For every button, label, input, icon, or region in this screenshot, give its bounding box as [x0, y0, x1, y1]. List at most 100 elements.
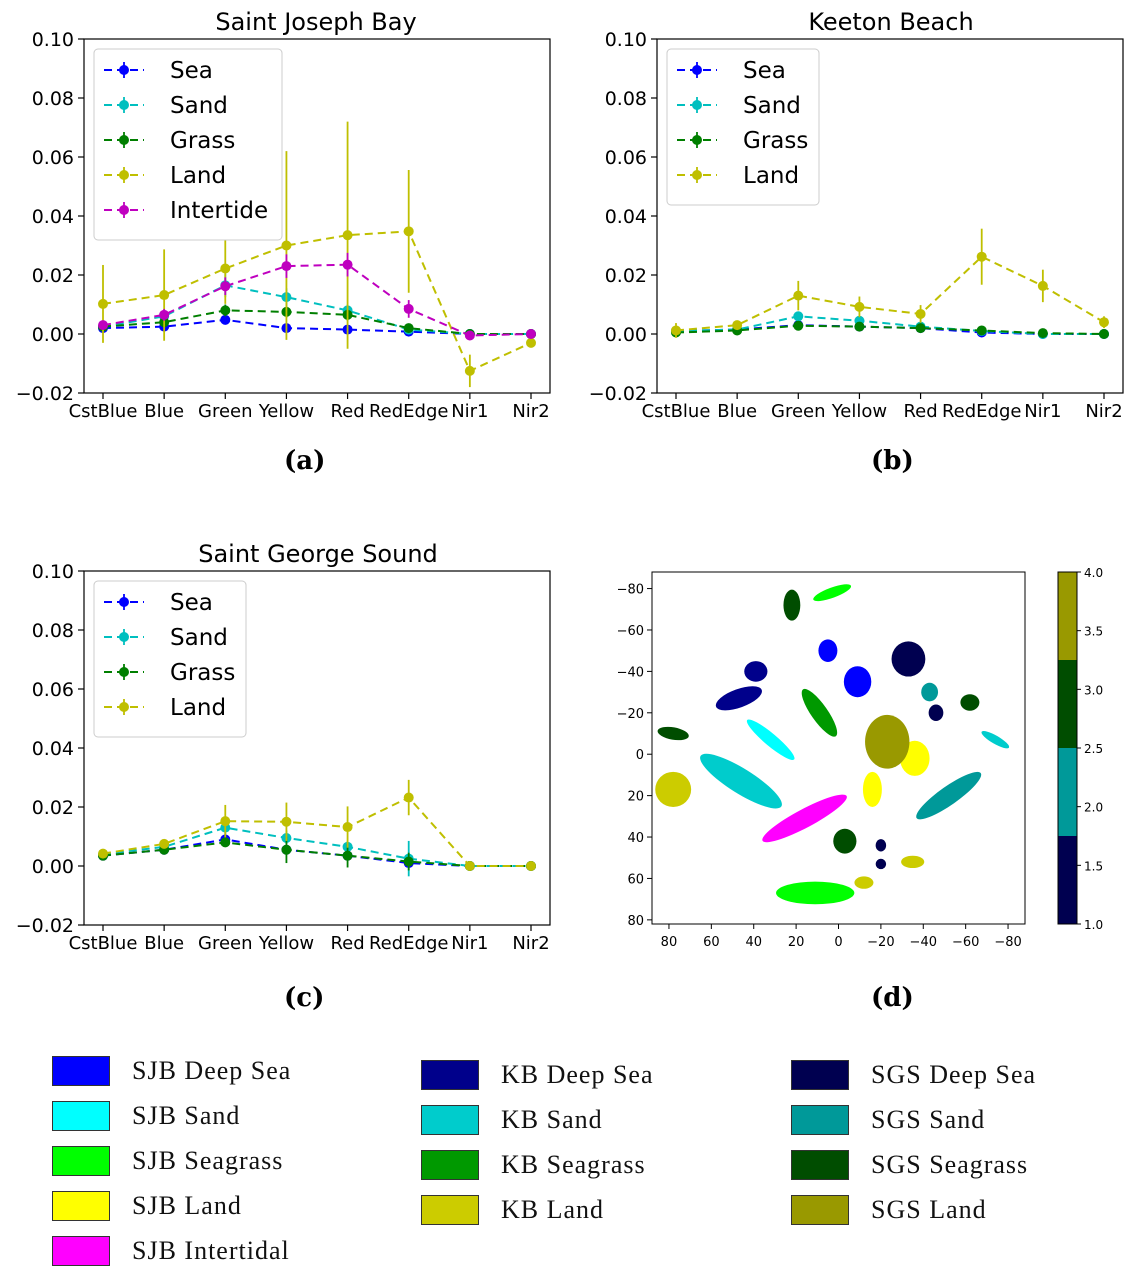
data-point: [671, 325, 681, 336]
x-tick-label: RedEdge: [369, 401, 449, 422]
data-point: [159, 838, 170, 849]
class-legend-entry: SGS Land: [791, 1193, 987, 1227]
data-point: [526, 337, 536, 348]
y-tick-label: −0.02: [16, 383, 74, 405]
cluster: [744, 661, 768, 682]
class-legend-entry: SJB Sand: [52, 1099, 240, 1133]
y-tick-label: −80: [617, 583, 644, 598]
class-legend-swatch: [52, 1056, 110, 1086]
class-legend-label: SJB Sand: [132, 1101, 241, 1130]
data-point: [464, 861, 475, 871]
data-point: [281, 240, 292, 251]
class-legend-label: KB Land: [501, 1195, 605, 1224]
class-legend-swatch: [791, 1150, 849, 1180]
legend-label: Sea: [170, 58, 213, 84]
x-tick-label: CstBlue: [69, 401, 138, 422]
data-point: [526, 329, 536, 339]
legend-entry: Sand: [104, 93, 228, 119]
x-tick-label: Nir2: [512, 933, 549, 954]
y-tick-label: 0.04: [32, 738, 74, 760]
y-tick-label: 0.02: [32, 265, 74, 287]
x-tick-label: Blue: [144, 401, 184, 422]
legend-marker: [119, 135, 129, 145]
class-legend-swatch: [421, 1195, 479, 1225]
class-legend-swatch: [52, 1101, 110, 1131]
data-point: [793, 290, 804, 301]
data-point: [915, 323, 926, 334]
legend-box: [93, 48, 283, 241]
x-tick-label: Yellow: [258, 401, 314, 422]
class-legend-swatch: [421, 1105, 479, 1135]
data-point: [1099, 329, 1109, 339]
x-tick-label: Nir1: [451, 401, 488, 422]
data-point: [915, 308, 926, 319]
cluster: [901, 855, 925, 869]
y-tick-label: 0.06: [32, 147, 74, 169]
line-chart-b: Keeton Beach 0.10 0.08 0.06 0.04 0.02 0.00 −0.0…: [589, 8, 1124, 422]
colorbar-tick-label: 2.0: [1084, 801, 1103, 815]
legend-entry: Intertide: [104, 198, 268, 224]
class-legend-swatch: [52, 1146, 110, 1176]
y-tick-label: 0.08: [605, 88, 647, 110]
cluster: [783, 589, 801, 621]
colorbar-tick-label: 4.0: [1084, 566, 1103, 580]
legend-entry: Grass: [104, 128, 235, 154]
y-tick-label: 0.06: [32, 679, 74, 701]
legend-label: Sea: [170, 590, 213, 616]
data-point: [281, 844, 292, 855]
legend-entry: Sea: [677, 58, 786, 84]
y-tick-label: 0.10: [605, 29, 647, 51]
legend: Sea Sand Grass Land Intertide: [93, 48, 283, 241]
x-tick-label: Blue: [717, 401, 757, 422]
legend-label: Land: [743, 163, 799, 189]
cluster: [921, 682, 939, 702]
cluster: [865, 714, 910, 769]
y-tick-label: 0.00: [32, 324, 74, 346]
series-line: [102, 284, 531, 335]
data-point: [976, 325, 987, 336]
data-point: [732, 320, 743, 331]
line-chart-c: Saint George Sound 0.10 0.08 0.06 0.04 0.02 0.…: [16, 540, 551, 954]
cluster: [813, 584, 852, 602]
y-tick-label: 0.02: [32, 797, 74, 819]
colorbar-segment: [1058, 660, 1077, 748]
legend-label: Sand: [743, 93, 801, 119]
legend-label: Sand: [170, 625, 228, 651]
data-point: [526, 861, 536, 871]
legend-marker: [119, 632, 129, 642]
line-chart-a: Saint Joseph Bay 0.10 0.08 0.06 0.04 0.02 0.00…: [16, 8, 551, 422]
class-legend-entry: SJB Deep Sea: [52, 1054, 291, 1088]
data-point: [342, 822, 353, 833]
figure: Saint Joseph Bay 0.10 0.08 0.06 0.04 0.02 0.00…: [16, 8, 1124, 954]
x-tick-label: Nir1: [451, 933, 488, 954]
cluster: [657, 726, 689, 741]
y-tick-label: 0.08: [32, 88, 74, 110]
x-tick-label: 60: [703, 935, 720, 950]
cluster: [818, 639, 838, 663]
legend-marker: [119, 65, 129, 75]
colorbar-tick-label: 1.0: [1084, 918, 1103, 932]
class-legend-label: KB Seagrass: [501, 1150, 646, 1179]
cluster: [891, 641, 926, 677]
panel-label-c: (c): [284, 983, 325, 1013]
data-point: [220, 314, 231, 325]
legend: Sea Sand Grass Land: [93, 580, 247, 738]
y-tick-label: 0.06: [605, 147, 647, 169]
data-point: [854, 321, 865, 332]
class-legend-label: KB Sand: [501, 1105, 603, 1134]
legend-box: [666, 48, 820, 206]
x-tick-label: 40: [745, 935, 762, 950]
data-point: [220, 816, 231, 827]
class-legend-label: SGS Deep Sea: [871, 1060, 1037, 1089]
y-tick-label: −40: [617, 665, 644, 680]
series-line: [102, 309, 531, 335]
data-point: [976, 251, 987, 262]
y-tick-label: 0: [636, 748, 644, 763]
class-legend-label: SJB Intertidal: [132, 1236, 290, 1265]
class-legend-entry: KB Seagrass: [421, 1148, 646, 1182]
colorbar-tick-label: 2.5: [1084, 742, 1103, 756]
legend-label: Land: [170, 163, 226, 189]
data-point: [403, 323, 414, 334]
chart-title: Keeton Beach: [808, 8, 973, 36]
class-legend-entry: KB Deep Sea: [421, 1058, 654, 1092]
